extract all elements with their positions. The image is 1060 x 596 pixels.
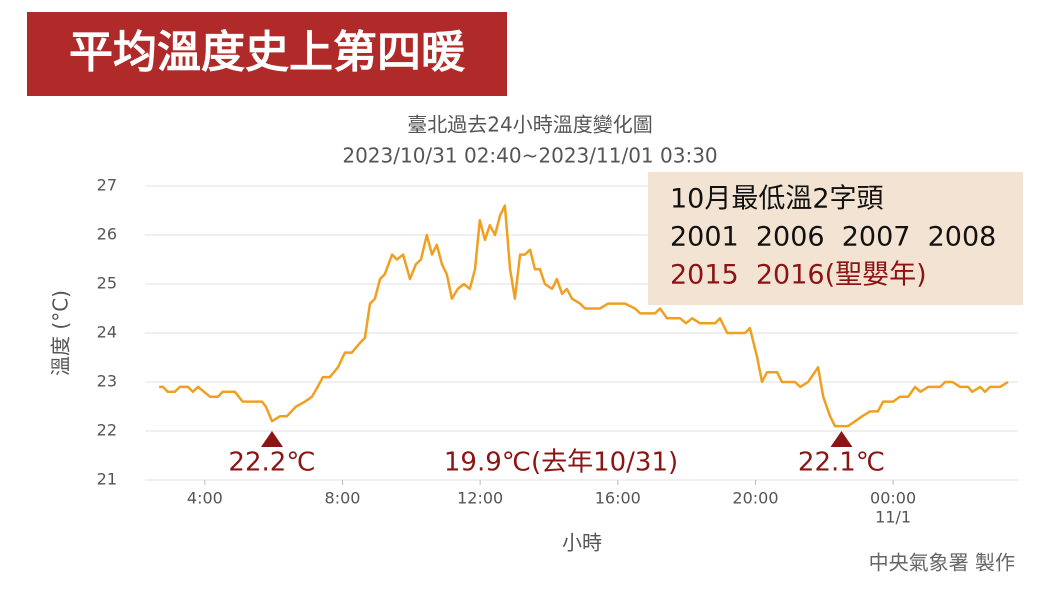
y-tick-label: 24 (97, 323, 117, 342)
x-tick-label: 4:00 (187, 489, 223, 508)
x-date-label: 11/1 (875, 508, 911, 527)
annotation: 19.9℃(去年10/31) (444, 448, 678, 478)
info-line: 2015 2016(聖嬰年) (670, 260, 927, 291)
y-tick-label: 21 (97, 470, 117, 489)
credit: 中央氣象署 製作 (869, 551, 1015, 575)
banner: 平均溫度史上第四暖 (69, 27, 466, 78)
x-tick-label: 12:00 (457, 489, 503, 508)
info-line: 10月最低溫2字頭 (670, 184, 884, 215)
y-tick-label: 22 (97, 421, 117, 440)
x-tick-label: 16:00 (595, 489, 641, 508)
chart-subtitle: 2023/10/31 02:40~2023/11/01 03:30 (342, 144, 717, 168)
y-tick-label: 27 (97, 176, 117, 195)
chart-title: 臺北過去24小時溫度變化圖 (407, 113, 652, 137)
x-tick-label: 8:00 (325, 489, 361, 508)
info-box (648, 172, 1023, 305)
y-tick-label: 23 (97, 372, 117, 391)
x-tick-label: 20:00 (732, 489, 778, 508)
annotation: 22.1℃ (798, 448, 885, 478)
annotation: 22.2℃ (228, 448, 315, 478)
x-tick-label: 00:00 (870, 489, 916, 508)
banner-bg (27, 12, 507, 96)
x-axis-label: 小時 (562, 531, 602, 555)
info-line: 2001 2006 2007 2008 (670, 222, 996, 253)
y-tick-label: 25 (97, 274, 117, 293)
y-tick-label: 26 (97, 225, 117, 244)
annotation-marker (260, 431, 283, 447)
info-lines: 10月最低溫2字頭 2001 2006 2007 2008 2015 2016(聖嬰… (670, 184, 996, 291)
y-axis-label: 溫度 (°C) (49, 290, 73, 376)
annotation-marker (830, 431, 853, 447)
temperature-line (159, 204, 1009, 428)
